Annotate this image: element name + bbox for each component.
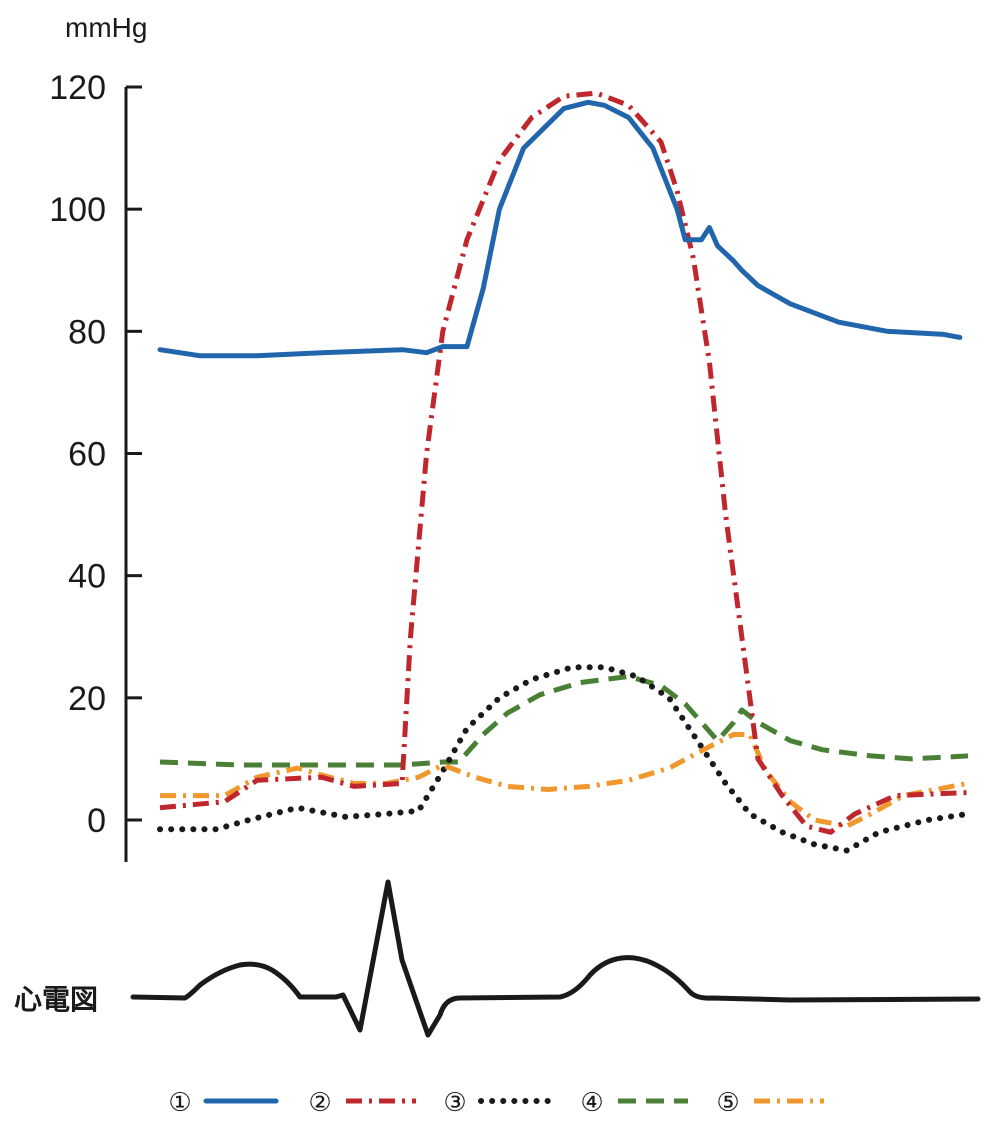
y-tick-label: 40 <box>68 558 106 596</box>
y-tick-label: 100 <box>49 191 106 229</box>
series-line-1 <box>157 99 963 359</box>
ecg-trace <box>130 879 981 1038</box>
y-tick-label: 60 <box>68 436 106 474</box>
y-tick-label: 120 <box>49 69 106 107</box>
series-line-4 <box>159 674 969 768</box>
y-tick-label: 0 <box>87 802 106 840</box>
legend-label-4: ④ <box>580 1088 603 1118</box>
series-line-2 <box>159 90 969 835</box>
series-line-3 <box>157 664 971 854</box>
legend-label-1: ① <box>168 1088 191 1118</box>
legend-label-3: ③ <box>443 1088 466 1118</box>
series-layer <box>157 90 971 854</box>
y-axis-ticks: 120 100 80 60 40 20 0 <box>49 69 142 840</box>
ecg-label: 心電図 <box>14 983 98 1016</box>
legend-label-5: ⑤ <box>716 1088 739 1118</box>
y-tick-label: 80 <box>68 313 106 351</box>
y-tick-label: 20 <box>68 680 106 718</box>
legend-label-2: ② <box>308 1088 331 1118</box>
y-axis-unit-label: mmHg <box>65 12 147 43</box>
legend: ① ② ③ ④ ⑤ <box>168 1088 824 1118</box>
